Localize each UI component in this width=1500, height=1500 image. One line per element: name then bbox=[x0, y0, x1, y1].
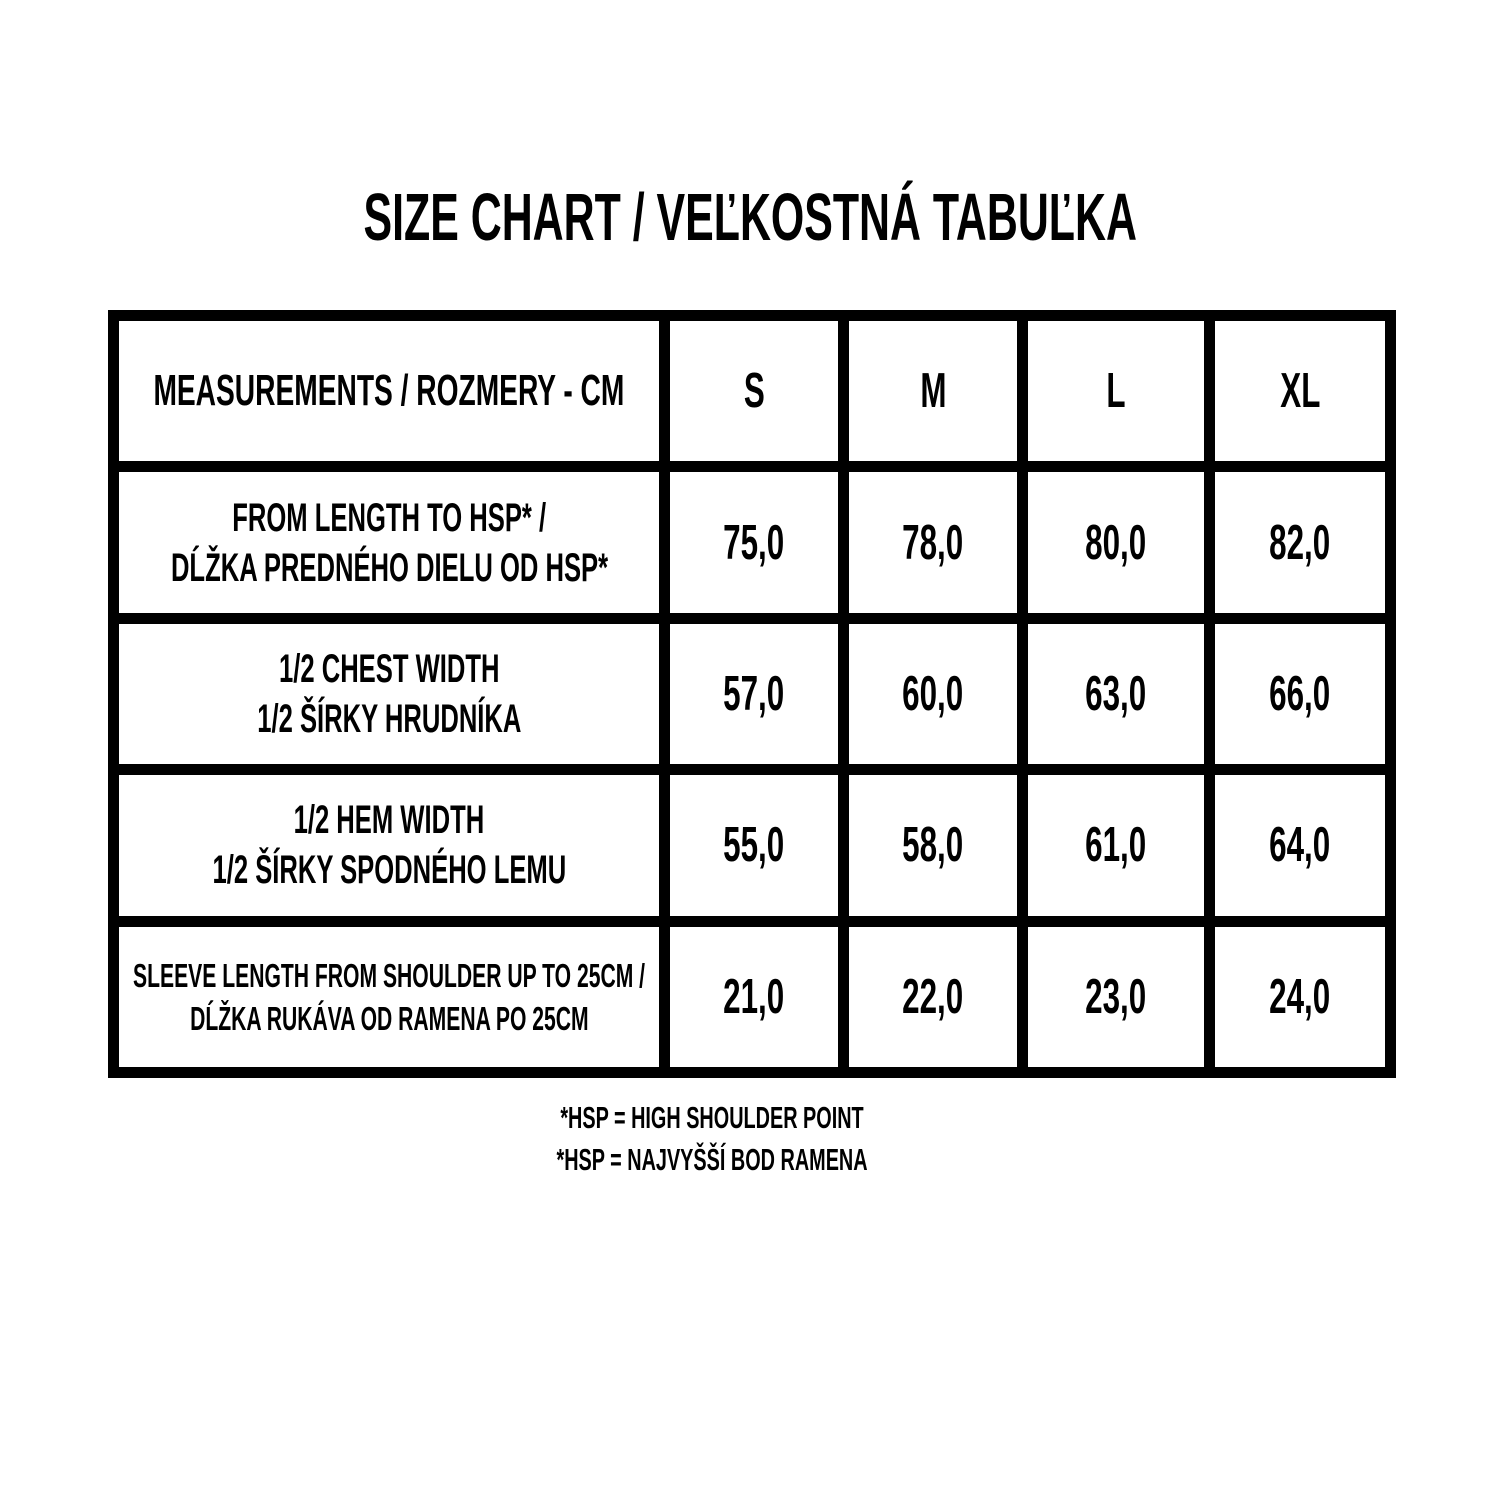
size-l-label: L bbox=[1106, 364, 1126, 419]
value-text: 23,0 bbox=[1085, 969, 1147, 1024]
value-cell: 55,0 bbox=[670, 775, 838, 916]
header-cell-measurements: MEASUREMENTS / ROZMERY - CM bbox=[119, 321, 659, 462]
value-cell: 78,0 bbox=[849, 472, 1017, 613]
value-text: 57,0 bbox=[723, 666, 785, 721]
value-cell: 63,0 bbox=[1028, 623, 1204, 765]
row-label-line: SLEEVE LENGTH FROM SHOULDER UP TO 25CM / bbox=[132, 956, 646, 994]
value-cell: 23,0 bbox=[1028, 926, 1204, 1067]
value-text: 61,0 bbox=[1085, 818, 1147, 873]
footnotes: *HSP = HIGH SHOULDER POINT *HSP = NAJVYŠ… bbox=[0, 1097, 1424, 1181]
row-label-line: FROM LENGTH TO HSP* / bbox=[232, 495, 546, 540]
size-table: MEASUREMENTS / ROZMERY - CM S M L XL FRO… bbox=[108, 310, 1396, 1078]
header-measurements-label: MEASUREMENTS / ROZMERY - CM bbox=[153, 366, 625, 416]
value-cell: 58,0 bbox=[849, 775, 1017, 916]
value-text: 58,0 bbox=[902, 818, 964, 873]
value-text: 21,0 bbox=[723, 969, 785, 1024]
value-cell: 66,0 bbox=[1215, 623, 1385, 765]
value-cell: 61,0 bbox=[1028, 775, 1204, 916]
row-front-length-label-cell: FROM LENGTH TO HSP* / DĹŽKA PREDNÉHO DIE… bbox=[119, 472, 659, 613]
value-text: 78,0 bbox=[902, 515, 964, 570]
value-cell: 24,0 bbox=[1215, 926, 1385, 1067]
size-s-label: S bbox=[743, 364, 765, 419]
value-text: 22,0 bbox=[902, 969, 964, 1024]
footnote-hsp-english: *HSP = HIGH SHOULDER POINT bbox=[0, 1097, 1424, 1139]
row-label-line: DĹŽKA RUKÁVA OD RAMENA PO 25CM bbox=[189, 999, 589, 1037]
row-hem-width-label-cell: 1/2 HEM WIDTH 1/2 ŠÍRKY SPODNÉHO LEMU bbox=[119, 775, 659, 916]
value-text: 63,0 bbox=[1085, 666, 1147, 721]
row-label-line: 1/2 ŠÍRKY HRUDNÍKA bbox=[256, 696, 522, 741]
header-cell-size-xl: XL bbox=[1215, 321, 1385, 462]
row-sleeve-length-label-cell: SLEEVE LENGTH FROM SHOULDER UP TO 25CM /… bbox=[119, 926, 659, 1067]
value-text: 55,0 bbox=[723, 818, 785, 873]
value-cell: 75,0 bbox=[670, 472, 838, 613]
page-title-text: SIZE CHART / VEĽKOSTNÁ TABUĽKA bbox=[363, 180, 1137, 255]
value-text: 82,0 bbox=[1269, 515, 1331, 570]
row-label-line: 1/2 HEM WIDTH bbox=[293, 798, 485, 843]
value-text: 75,0 bbox=[723, 515, 785, 570]
row-label-line: 1/2 ŠÍRKY SPODNÉHO LEMU bbox=[212, 848, 566, 893]
row-label-line: 1/2 CHEST WIDTH bbox=[278, 646, 500, 691]
value-cell: 57,0 bbox=[670, 623, 838, 765]
size-m-label: M bbox=[919, 364, 947, 419]
value-text: 64,0 bbox=[1269, 818, 1331, 873]
value-cell: 60,0 bbox=[849, 623, 1017, 765]
value-cell: 82,0 bbox=[1215, 472, 1385, 613]
value-text: 24,0 bbox=[1269, 969, 1331, 1024]
value-cell: 64,0 bbox=[1215, 775, 1385, 916]
value-cell: 21,0 bbox=[670, 926, 838, 1067]
header-cell-size-l: L bbox=[1028, 321, 1204, 462]
value-text: 80,0 bbox=[1085, 515, 1147, 570]
page-title: SIZE CHART / VEĽKOSTNÁ TABUĽKA bbox=[0, 182, 1500, 254]
row-chest-width-label-cell: 1/2 CHEST WIDTH 1/2 ŠÍRKY HRUDNÍKA bbox=[119, 623, 659, 765]
value-cell: 22,0 bbox=[849, 926, 1017, 1067]
header-cell-size-s: S bbox=[670, 321, 838, 462]
footnote-text: *HSP = HIGH SHOULDER POINT bbox=[560, 1100, 864, 1135]
header-cell-size-m: M bbox=[849, 321, 1017, 462]
value-text: 60,0 bbox=[902, 666, 964, 721]
footnote-hsp-slovak: *HSP = NAJVYŠŠÍ BOD RAMENA bbox=[0, 1139, 1424, 1181]
size-xl-label: XL bbox=[1279, 364, 1321, 419]
value-cell: 80,0 bbox=[1028, 472, 1204, 613]
footnote-text: *HSP = NAJVYŠŠÍ BOD RAMENA bbox=[556, 1142, 868, 1177]
row-label-line: DĹŽKA PREDNÉHO DIELU OD HSP* bbox=[170, 545, 608, 590]
value-text: 66,0 bbox=[1269, 666, 1331, 721]
